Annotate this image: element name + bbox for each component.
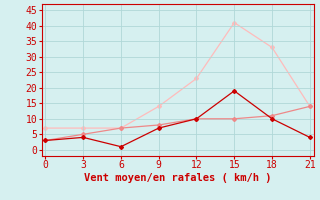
X-axis label: Vent moyen/en rafales ( km/h ): Vent moyen/en rafales ( km/h ): [84, 173, 271, 183]
